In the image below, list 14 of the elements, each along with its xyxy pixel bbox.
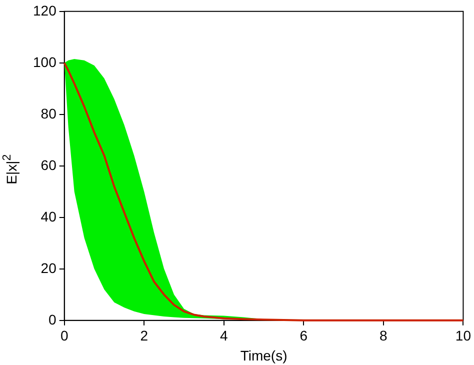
x-tick-label: 0 xyxy=(60,328,68,344)
x-axis-title: Time(s) xyxy=(240,347,288,364)
y-tick-label: 20 xyxy=(40,260,57,276)
y-tick-label: 80 xyxy=(40,105,57,122)
y-tick-label: 0 xyxy=(48,311,57,328)
y-tick-label: 100 xyxy=(33,54,57,70)
x-tick-label: 8 xyxy=(380,328,388,344)
x-tick-label: 10 xyxy=(455,328,472,344)
y-tick-label: 60 xyxy=(40,156,57,173)
y-tick-label: 120 xyxy=(33,2,57,18)
x-tick-label: 4 xyxy=(220,328,228,344)
y-tick-label: 40 xyxy=(40,208,57,224)
x-tick-label: 2 xyxy=(140,328,148,344)
x-tick-label: 6 xyxy=(300,328,308,344)
